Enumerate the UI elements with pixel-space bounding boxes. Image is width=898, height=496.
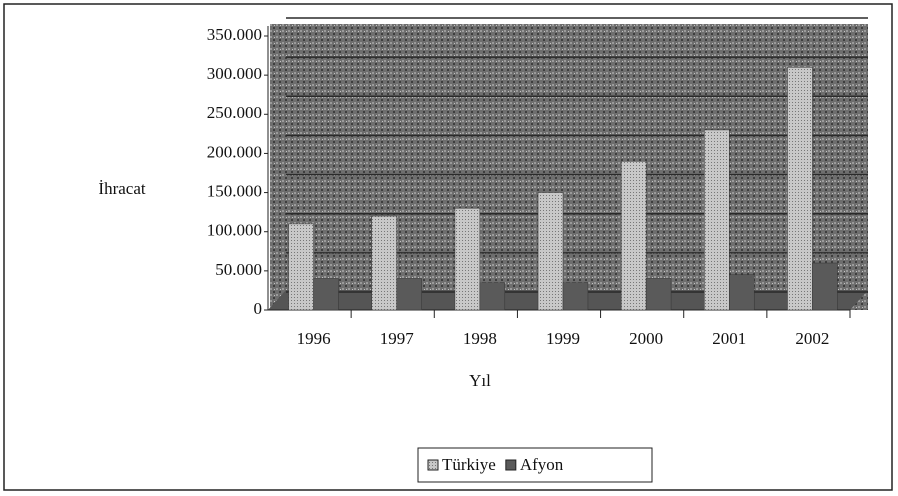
bar	[454, 207, 481, 311]
x-tick-label: 1997	[380, 329, 415, 348]
bar	[288, 223, 314, 311]
y-tick-label: 100.000	[207, 221, 262, 240]
y-axis-label: İhracat	[98, 179, 145, 198]
x-axis-label: Yıl	[469, 371, 491, 390]
x-tick-label: 1998	[463, 329, 497, 348]
y-tick-label: 50.000	[215, 260, 262, 279]
legend-label: Türkiye	[442, 455, 496, 474]
y-tick-label: 250.000	[207, 103, 262, 122]
bar	[787, 67, 813, 311]
y-tick-label: 350.000	[207, 25, 262, 44]
x-tick-label: 1996	[297, 329, 331, 348]
bar	[371, 215, 397, 311]
bar	[537, 192, 564, 311]
bar	[620, 161, 647, 311]
bar	[645, 278, 672, 311]
plot-background	[270, 24, 868, 310]
x-tick-label: 2000	[629, 329, 663, 348]
x-tick-label: 2002	[795, 329, 829, 348]
y-tick-label: 300.000	[207, 64, 262, 83]
legend-swatch	[505, 459, 517, 471]
x-tick-label: 1999	[546, 329, 580, 348]
y-tick-label: 0	[254, 299, 263, 318]
bar	[704, 129, 730, 311]
x-tick-label: 2001	[712, 329, 746, 348]
bar	[313, 278, 339, 311]
legend-swatch	[427, 459, 439, 471]
bar	[729, 274, 755, 311]
y-tick-label: 200.000	[207, 142, 262, 161]
legend-label: Afyon	[520, 455, 564, 474]
bar	[812, 262, 838, 311]
bar	[562, 282, 589, 311]
bar	[479, 282, 506, 311]
legend-box	[417, 447, 653, 483]
y-tick-label: 150.000	[207, 181, 262, 200]
bar	[396, 278, 422, 311]
